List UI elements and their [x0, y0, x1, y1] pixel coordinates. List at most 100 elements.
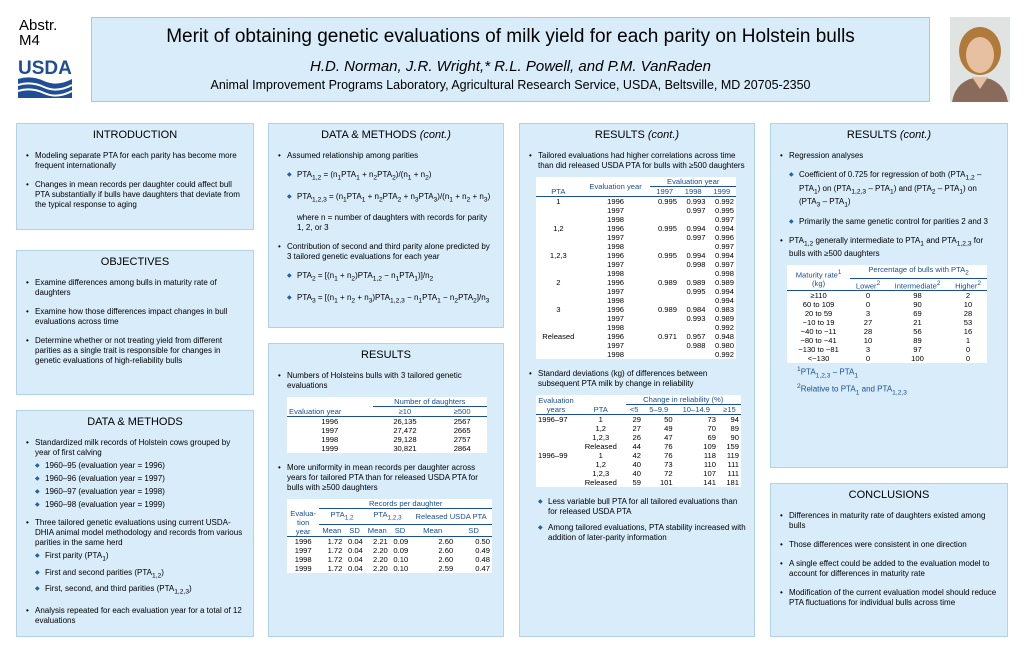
table-cell: 73 — [707, 415, 716, 424]
table-cell: 118 — [703, 451, 716, 460]
data-methods-panel: DATA & METHODS Standardized milk records… — [16, 410, 254, 637]
table-cell: 70 — [707, 424, 716, 433]
table-row: 1997 0.988 0.980 — [536, 341, 736, 350]
table-row: 1997 0.997 0.996 — [536, 233, 736, 242]
table-cell: 1.72 — [327, 554, 343, 564]
table-row: 1997 0.997 0.995 — [536, 206, 736, 215]
table-cell: 42 — [632, 451, 641, 460]
table-cell: 1998 — [294, 554, 312, 564]
table-cell: 1.72 — [327, 563, 343, 573]
formula-pta123: PTA1,2,3 = (n1PTA1 + n2PTA2 + n3PTA3)/(n… — [277, 192, 495, 206]
table-cell: 69 — [707, 433, 716, 442]
table-cell: 1997 — [607, 341, 625, 350]
table-cell: 90 — [730, 433, 739, 442]
table-cell — [536, 469, 576, 478]
table-cell: 1.72 — [327, 536, 343, 546]
table-row: 1996 1.72 0.04 2.21 0.09 2.60 0.50 — [287, 536, 492, 546]
daughters-group-header: Number of daughters — [372, 397, 487, 407]
table-cell: 0.980 — [714, 341, 734, 350]
conclusions-title: CONCLUSIONS — [848, 489, 930, 501]
table-cell: 0.09 — [393, 545, 409, 555]
data-methods-cont-title: DATA & METHODS (cont.) — [321, 129, 451, 141]
table-cell — [536, 442, 576, 451]
table-cell — [679, 350, 708, 359]
daughters-table: Number of daughters Evaluation year ≥10 ≥5… — [287, 397, 487, 453]
table-cell: 1996–97 — [538, 415, 568, 424]
table-cell — [536, 242, 581, 251]
table-row: 1997 0.995 0.994 — [536, 287, 736, 296]
table-cell: 0.998 — [714, 269, 734, 278]
results-bullet: PTA1,2 generally intermediate to PTA1 an… — [779, 236, 999, 260]
table-cell: 0.997 — [714, 260, 734, 269]
objectives-title: OBJECTIVES — [100, 256, 170, 268]
table-row: −80 to −41 10 89 1 — [787, 336, 987, 345]
table-cell: 3 — [865, 345, 871, 355]
table-cell: 72 — [664, 469, 673, 478]
table-row: 1,2,3 40 72 107 111 — [536, 469, 741, 478]
poster-authors: H.D. Norman, J.R. Wright,* R.L. Powell, … — [310, 58, 711, 75]
data-methods-bullet: Three tailored genetic evaluations using… — [25, 518, 245, 548]
table-cell: 0.10 — [393, 563, 409, 573]
table-cell: 0.48 — [475, 554, 490, 564]
table-cell: 159 — [726, 442, 739, 451]
table-cell: 1997 — [607, 260, 625, 269]
col-header: PTA — [576, 395, 626, 415]
table-cell: 181 — [726, 478, 739, 487]
table-cell: Released — [584, 442, 617, 451]
table-cell — [536, 433, 576, 442]
table-cell: 1,2,3 — [592, 469, 610, 478]
introduction-bullet: Modeling separate PTA for each parity ha… — [25, 151, 245, 171]
records-group-header: Records per daughter — [319, 499, 492, 509]
table-cell: 1 — [598, 415, 603, 424]
table-cell: 0.994 — [686, 251, 706, 260]
table-cell — [679, 296, 708, 305]
table-cell: 0.995 — [657, 224, 677, 233]
parity-item: First parity (PTA1) — [25, 551, 245, 565]
table-cell — [536, 260, 581, 269]
table-cell: 53 — [963, 318, 973, 328]
table-cell: 1996 — [607, 251, 625, 260]
table-cell — [536, 314, 581, 323]
table-cell — [536, 341, 581, 350]
table-cell: 2.60 — [438, 545, 454, 555]
col-header: ≥10 — [372, 406, 438, 417]
results-bullet: Tailored evaluations had higher correlat… — [528, 151, 746, 171]
col-header: Change in reliability (%) — [625, 395, 741, 405]
year-range-item: 1960–98 (evaluation year = 1999) — [25, 500, 245, 510]
table-cell: 3 — [865, 309, 871, 319]
table-cell: 0.997 — [686, 206, 706, 215]
table-cell: 0.04 — [347, 563, 363, 573]
table-cell: 98 — [913, 291, 922, 301]
col-header: Maturity rate1 (kg) — [787, 265, 851, 292]
formula-pta3: PTA3 = [(n1 + n2 + n3)PTA1,2,3 − n1PTA1 … — [277, 293, 495, 307]
table-cell — [536, 350, 581, 359]
introduction-title: INTRODUCTION — [92, 129, 178, 141]
table-cell: 0.993 — [686, 197, 706, 206]
results-bullet: More uniformity in mean records per daug… — [277, 463, 495, 493]
table-cell: 2.60 — [438, 536, 454, 546]
table-cell: 0.09 — [393, 536, 409, 546]
table-cell: 90 — [913, 300, 922, 310]
table-cell: 0.994 — [714, 287, 734, 296]
table-cell: 49 — [664, 424, 673, 433]
table-cell: −130 to −81 — [798, 345, 839, 355]
table-cell: 20 to 59 — [804, 309, 833, 319]
table-row: 60 to 109 0 90 10 — [787, 300, 987, 309]
table-row: ≥110 0 98 2 — [787, 291, 987, 301]
table-row: 1996 26,135 2567 — [321, 417, 471, 426]
objectives-bullet: Determine whether or not treating yield … — [25, 336, 245, 366]
author-photo — [950, 17, 1010, 102]
table-cell: 1996–99 — [538, 451, 568, 460]
table-cell: <−130 — [807, 354, 830, 364]
table-cell: 1998 — [607, 296, 625, 305]
table-cell: 111 — [727, 469, 739, 478]
table-row: 1997 0.998 0.997 — [536, 260, 736, 269]
table-row: 1998 0.992 — [536, 323, 736, 332]
table-cell — [536, 424, 576, 433]
table-cell: 100 — [911, 354, 924, 364]
table-cell — [650, 314, 679, 323]
table-cell: 2.59 — [438, 563, 454, 573]
poster-affiliation: Animal Improvement Programs Laboratory, … — [210, 78, 811, 92]
table-footnote-2: 2Relative to PTA1 and PTA1,2,3 — [797, 382, 907, 396]
table-cell — [679, 323, 708, 332]
